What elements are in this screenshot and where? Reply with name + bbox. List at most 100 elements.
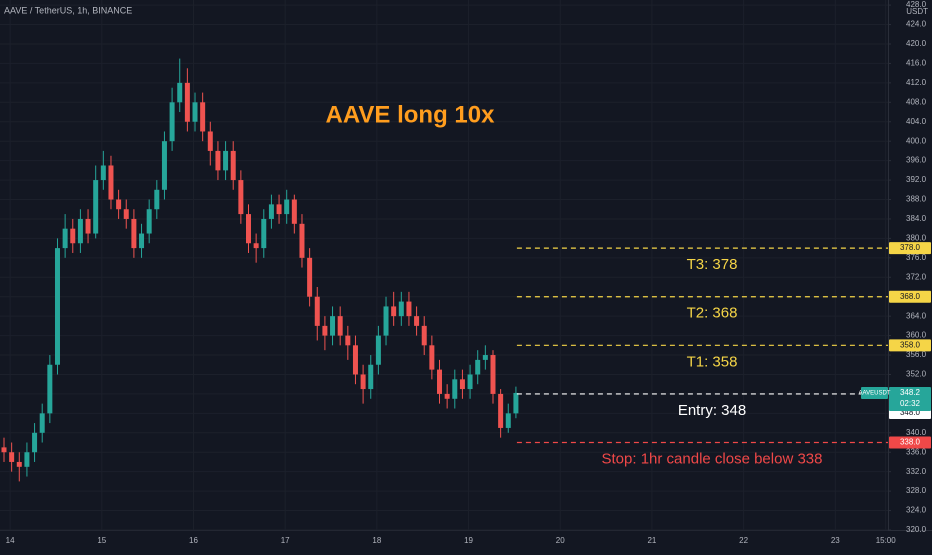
candle-body xyxy=(116,199,122,210)
x-tick-label: 15:00 xyxy=(876,536,897,545)
level-label: Stop: 1hr candle close below 338 xyxy=(602,450,823,467)
candle-body xyxy=(70,228,76,244)
candle-body xyxy=(268,204,274,219)
candle-body xyxy=(169,102,175,142)
candle-body xyxy=(154,189,160,210)
candle-body xyxy=(200,102,206,132)
candle-body xyxy=(32,432,38,453)
candle-body xyxy=(238,180,244,215)
candle-body xyxy=(77,218,83,244)
y-tick-label: 392.0 xyxy=(906,175,927,184)
candle-body xyxy=(383,306,389,336)
candle-body xyxy=(299,223,305,258)
candle-body xyxy=(375,335,381,365)
candle-body xyxy=(16,461,22,467)
candle-body xyxy=(314,296,320,326)
candle-body xyxy=(467,374,473,390)
candle-body xyxy=(223,150,229,171)
x-tick-label: 16 xyxy=(189,536,198,545)
candle-body xyxy=(330,316,336,336)
level-badge xyxy=(889,339,931,352)
candle-body xyxy=(207,131,213,151)
price-badge xyxy=(889,386,931,411)
candle-body xyxy=(398,301,404,317)
y-tick-label: 416.0 xyxy=(906,59,927,68)
candle-body xyxy=(459,379,465,390)
candle-body xyxy=(123,209,129,219)
y-tick-label: 420.0 xyxy=(906,39,927,48)
candle-body xyxy=(360,374,366,390)
y-tick-label: 336.0 xyxy=(906,447,927,456)
level-label: T2: 368 xyxy=(687,305,738,322)
level-label: T3: 378 xyxy=(687,256,738,273)
candle-body xyxy=(291,199,297,224)
y-tick-label: 400.0 xyxy=(906,136,927,145)
candle-body xyxy=(85,218,91,234)
y-tick-label: 324.0 xyxy=(906,506,927,515)
candle-body xyxy=(161,141,167,190)
y-tick-label: 328.0 xyxy=(906,486,927,495)
level-label: T1: 358 xyxy=(687,353,738,370)
candle-body xyxy=(437,369,443,394)
candle-body xyxy=(482,355,488,360)
price-badge-value: 348.2 xyxy=(900,388,921,397)
candle-body xyxy=(368,364,374,390)
candle-body xyxy=(192,102,198,122)
y-tick-label: 372.0 xyxy=(906,272,927,281)
level-badge xyxy=(889,436,931,449)
candle-body xyxy=(93,180,99,234)
candle-body xyxy=(498,393,504,428)
y-tick-label: 340.0 xyxy=(906,428,927,437)
candle-body xyxy=(1,447,7,453)
candle-body xyxy=(139,233,145,249)
y-tick-label: 428.0 xyxy=(906,0,927,9)
candle-body xyxy=(253,243,259,249)
candle-body xyxy=(9,452,15,462)
x-tick-label: 22 xyxy=(739,536,748,545)
candle-body xyxy=(261,218,267,249)
price-badge-countdown: 02:32 xyxy=(900,399,921,408)
x-tick-label: 23 xyxy=(831,536,840,545)
candles xyxy=(1,58,519,482)
candle-body xyxy=(131,218,137,249)
candle-body xyxy=(429,345,435,370)
y-tick-label: 380.0 xyxy=(906,234,927,243)
level-badge-label: 348.0 xyxy=(900,408,921,417)
x-tick-label: 17 xyxy=(281,536,290,545)
candle-body xyxy=(513,392,519,414)
y-tick-label: 364.0 xyxy=(906,311,927,320)
candle-body xyxy=(406,301,412,317)
candle-body xyxy=(452,379,458,399)
y-unit: USDT xyxy=(906,7,928,16)
y-tick-label: 320.0 xyxy=(906,525,927,534)
level-badge-label: 368.0 xyxy=(900,292,921,301)
candle-body xyxy=(184,82,190,122)
level-badge xyxy=(889,290,931,303)
candle-body xyxy=(345,335,351,346)
y-tick-label: 352.0 xyxy=(906,370,927,379)
overlay: T3: 378 T2: 368 T1: 358 Entry: 348 Stop: 1hr… xyxy=(516,247,888,467)
candle-body xyxy=(444,393,450,399)
symbol-badge xyxy=(861,386,888,399)
candle-body xyxy=(146,209,152,234)
x-tick-label: 21 xyxy=(647,536,656,545)
x-tick-label: 18 xyxy=(372,536,381,545)
candle-body xyxy=(475,359,481,375)
candle-body xyxy=(215,150,221,171)
y-tick-label: 376.0 xyxy=(906,253,927,262)
candle-body xyxy=(352,345,358,375)
y-tick-label: 408.0 xyxy=(906,97,927,106)
candle-body xyxy=(108,165,114,200)
candle-body xyxy=(245,214,251,244)
level-badge-label: 378.0 xyxy=(900,243,921,252)
grid xyxy=(0,0,888,530)
y-tick-label: 356.0 xyxy=(906,350,927,359)
candle-body xyxy=(322,325,328,336)
y-tick-label: 412.0 xyxy=(906,78,927,87)
candle-body xyxy=(24,452,30,467)
candle-body xyxy=(177,82,183,103)
level-badge-label: 358.0 xyxy=(900,340,921,349)
candle-body xyxy=(307,257,313,297)
